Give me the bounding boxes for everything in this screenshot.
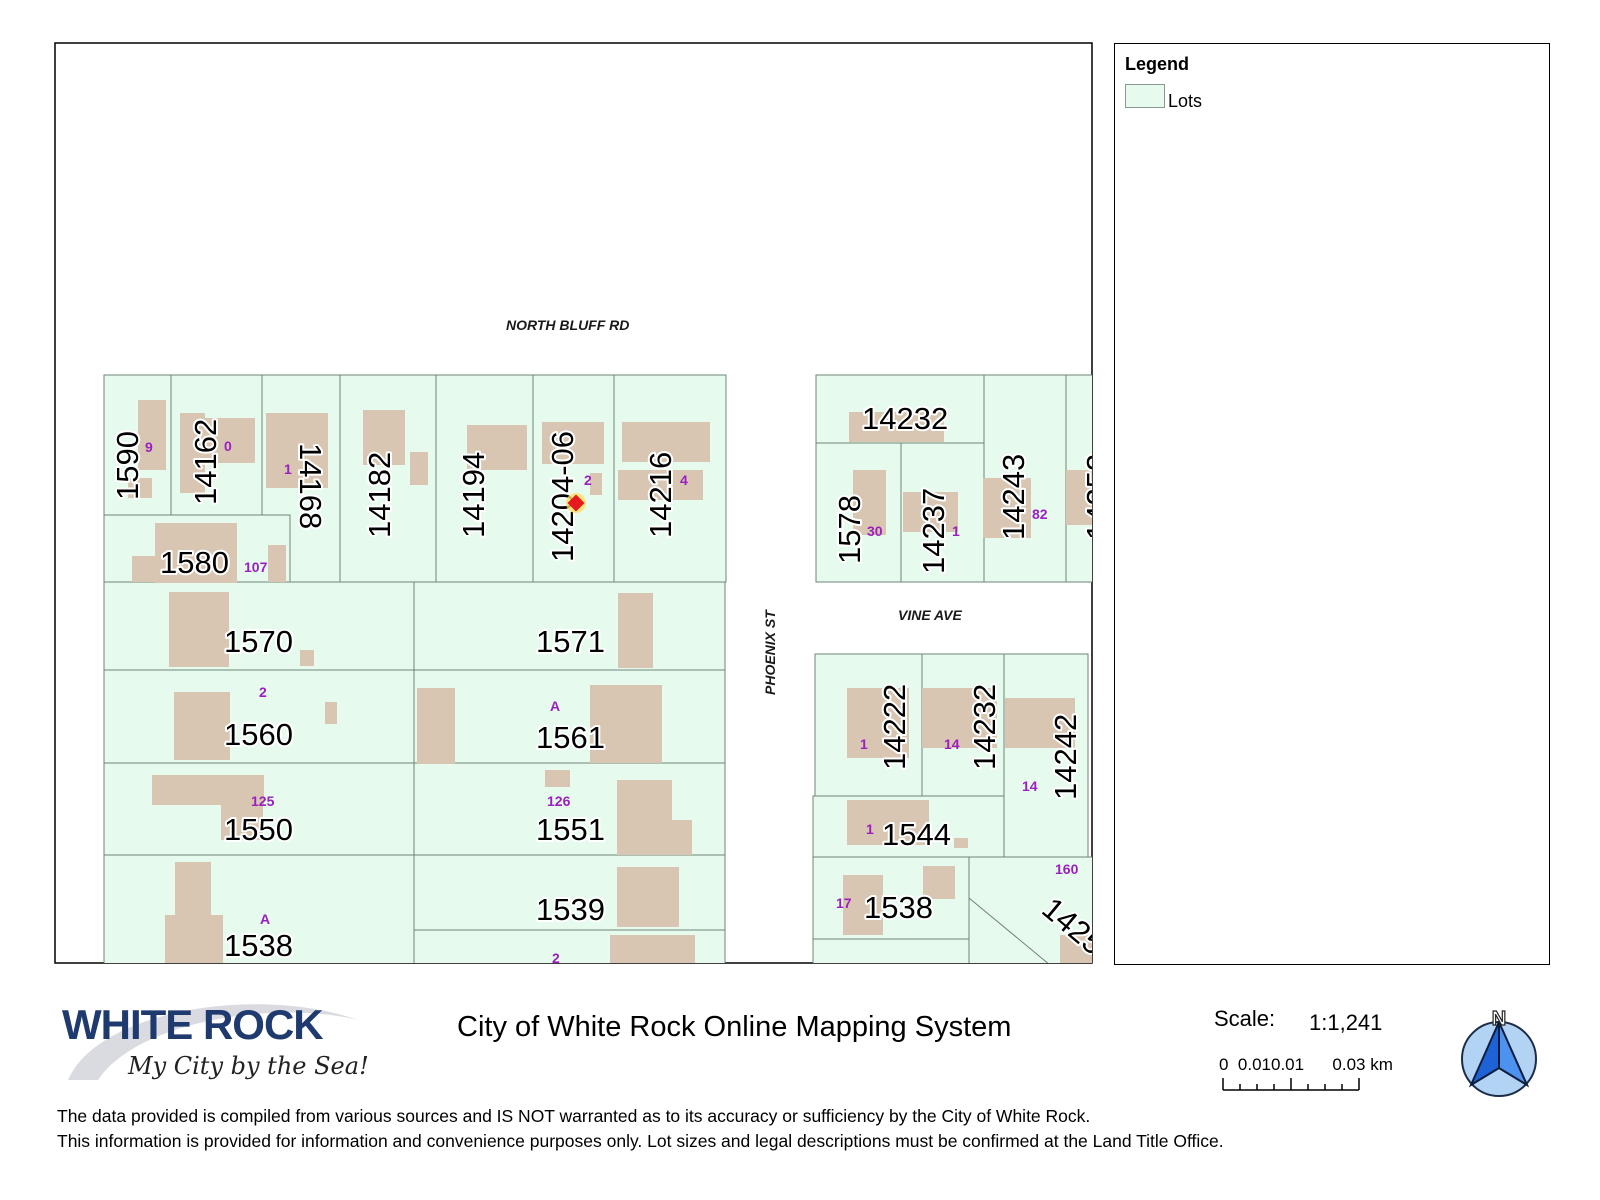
unit-label: 4 [680, 472, 688, 488]
legend-item-lots: Lots [1168, 91, 1203, 111]
lot[interactable] [435, 374, 534, 583]
address-label: 14182 [362, 452, 397, 538]
unit-labels: 9 0 1 2 4 107 2 A 125 126 A 2 30 1 82 1 … [145, 438, 1079, 966]
unit-label: 2 [259, 684, 267, 700]
address-label: 1570 [224, 624, 293, 659]
buildings-layer [128, 400, 1092, 963]
address-labels: 1590 14162 14168 14182 14194 14204-06 14… [108, 399, 1115, 963]
unit-label: 17 [836, 895, 852, 911]
road-label-vine: VINE AVE [898, 607, 962, 623]
unit-label: 160 [1055, 861, 1079, 877]
address-label: 1539 [536, 892, 605, 927]
lot-line [968, 897, 1049, 963]
legend-panel: Legend Lots [1114, 43, 1550, 965]
address-label: 14253 [1080, 454, 1115, 540]
scale-bar-labels: 0 0.010.01 0.03 km [1219, 1055, 1393, 1074]
unit-label: 30 [867, 523, 883, 539]
legend-title: Legend [1125, 54, 1190, 74]
address-label: 1580 [160, 545, 229, 580]
white-rock-logo: WHITE ROCK My City by the Sea! [58, 990, 369, 1090]
unit-label: 1 [866, 821, 874, 837]
address-label: 14242 [1048, 714, 1083, 800]
address-label: 14162 [188, 419, 223, 505]
address-label: 14222 [877, 684, 912, 770]
unit-label: A [550, 698, 560, 714]
lot[interactable] [413, 581, 726, 671]
lots-swatch [1125, 84, 1165, 108]
unit-label: 14 [1022, 778, 1038, 794]
scale-bar [1222, 1078, 1360, 1091]
address-label: 14243 [996, 454, 1031, 540]
lot[interactable] [103, 854, 415, 965]
disclaimer-line-2: This information is provided for informa… [57, 1131, 1224, 1151]
unit-label: 9 [145, 439, 153, 455]
scale-label: Scale: [1214, 1006, 1276, 1031]
unit-label: 1 [952, 523, 960, 539]
address-label: 1544 [882, 817, 951, 852]
scale-value: 1:1,241 [1309, 1010, 1383, 1035]
location-marker-icon[interactable] [566, 493, 586, 513]
lot[interactable] [103, 669, 415, 764]
address-label: 1560 [224, 717, 293, 752]
unit-label: 14 [944, 736, 960, 752]
address-label: 14232 [862, 401, 948, 436]
unit-label: 0 [224, 438, 232, 454]
address-label: 14237 [916, 488, 951, 574]
address-label: 1590 [110, 431, 145, 500]
north-label: N [1492, 1008, 1506, 1030]
address-label: 1538 [224, 928, 293, 963]
road-label-north-bluff: NORTH BLUFF RD [506, 317, 629, 333]
address-label: 1571 [536, 624, 605, 659]
unit-label: 82 [1032, 506, 1048, 522]
address-label: 1578 [832, 495, 867, 564]
address-label: 14232 [967, 684, 1002, 770]
road-label-phoenix: PHOENIX ST [762, 609, 778, 695]
address-label: 1538 [864, 890, 933, 925]
unit-label: 107 [244, 559, 268, 575]
lots-layer [103, 374, 1092, 969]
lot[interactable] [413, 669, 726, 764]
disclaimer-line-1: The data provided is compiled from vario… [57, 1106, 1091, 1126]
wave-icon [68, 1004, 358, 1080]
unit-label: 1 [284, 461, 292, 477]
lot[interactable] [812, 938, 970, 969]
unit-label: 125 [251, 793, 275, 809]
unit-label: 2 [552, 950, 560, 966]
address-label: 1551 [536, 812, 605, 847]
page-title: City of White Rock Online Mapping System [457, 1011, 1012, 1043]
unit-label: 126 [547, 793, 571, 809]
address-label: 14168 [293, 443, 328, 529]
address-label: 14216 [643, 452, 678, 538]
address-label: 1550 [224, 812, 293, 847]
unit-label: 1 [860, 736, 868, 752]
address-label: 1561 [536, 720, 605, 755]
logo-text: WHITE ROCK [62, 1001, 324, 1048]
north-arrow-icon: N [1461, 1007, 1537, 1097]
unit-label: A [260, 911, 270, 927]
address-label: 14194 [456, 452, 491, 538]
lot[interactable] [103, 581, 415, 671]
lot[interactable] [1003, 653, 1089, 858]
unit-label: 2 [584, 472, 592, 488]
logo-tagline: My City by the Sea! [128, 1052, 369, 1080]
